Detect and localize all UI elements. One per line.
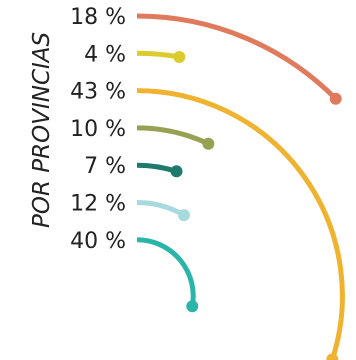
arc-end-dot	[173, 51, 186, 64]
value-label: 43 %	[70, 80, 126, 105]
arcs	[136, 13, 345, 360]
value-label: 40 %	[70, 229, 126, 254]
arc-bar	[136, 50, 180, 60]
value-labels: 18 % 4 % 43 % 10 % 7 % 12 % 40 %	[70, 5, 126, 254]
arc-end-dot	[326, 353, 339, 360]
arc-bar	[136, 200, 186, 218]
arc-bar	[136, 237, 196, 307]
value-label: 4 %	[84, 42, 126, 67]
value-label: 12 %	[70, 192, 126, 217]
arc-end-dot	[170, 165, 183, 178]
arc-end-dot	[177, 209, 190, 222]
arc-end-dot	[329, 92, 342, 105]
axis-label: POR PROVINCIAS	[29, 32, 55, 228]
value-label: 7 %	[84, 154, 126, 179]
arc-end-dot	[186, 300, 199, 313]
arc-bar	[136, 88, 345, 360]
arc-bar	[136, 125, 210, 147]
value-label: 18 %	[70, 5, 126, 30]
arc-bar	[136, 13, 338, 101]
arc-end-dot	[202, 137, 215, 150]
value-label: 10 %	[70, 117, 126, 142]
